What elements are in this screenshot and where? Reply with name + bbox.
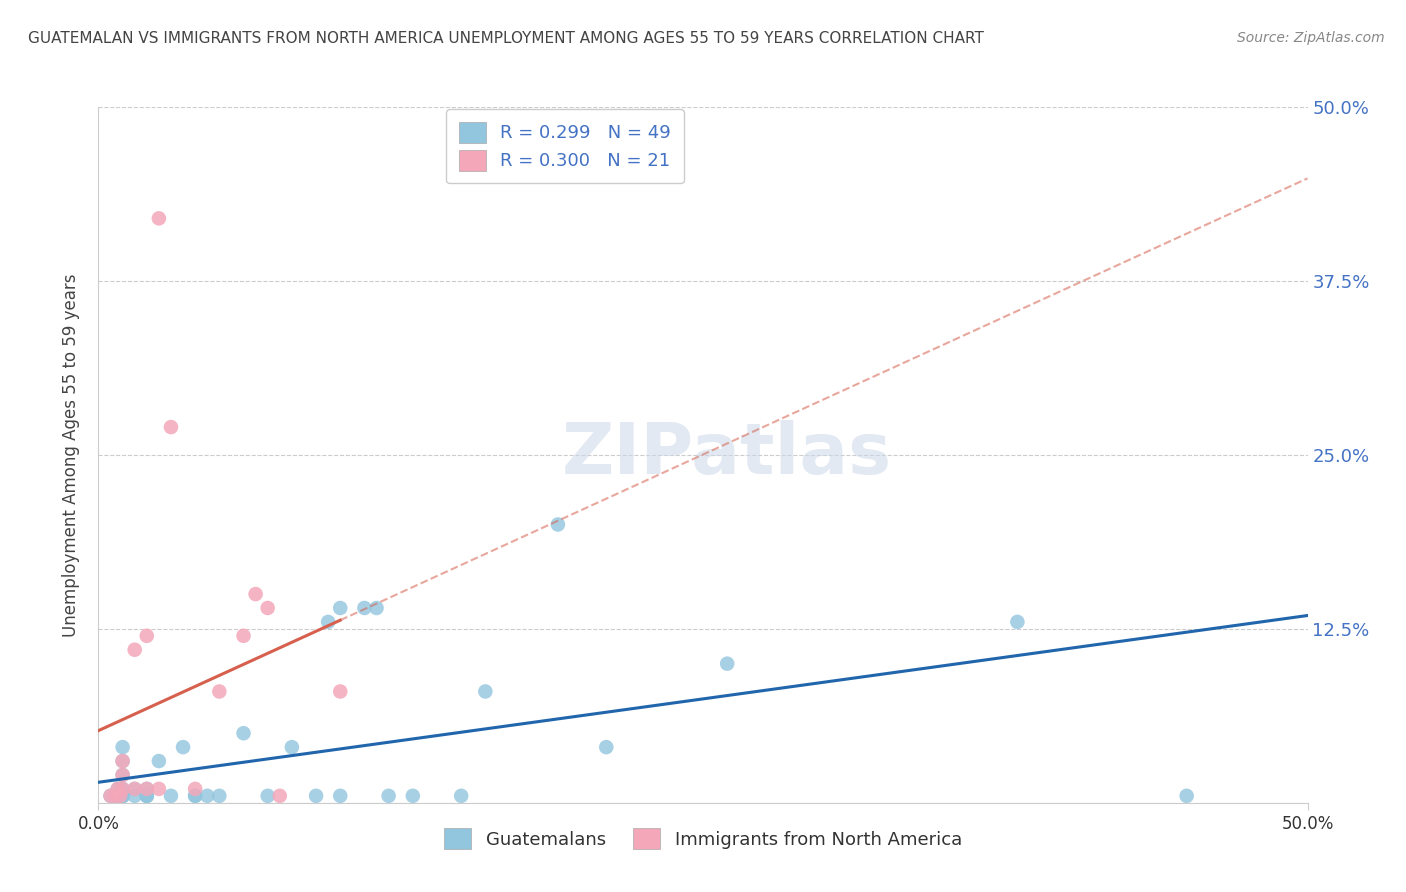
Point bbox=[595, 740, 617, 755]
Point bbox=[305, 789, 328, 803]
Point bbox=[124, 789, 146, 803]
Point bbox=[172, 740, 194, 755]
Point bbox=[111, 740, 134, 755]
Point bbox=[108, 789, 131, 803]
Point bbox=[107, 781, 129, 796]
Point bbox=[111, 789, 134, 803]
Point bbox=[135, 629, 157, 643]
Point bbox=[184, 781, 207, 796]
Point bbox=[104, 789, 127, 803]
Point bbox=[111, 789, 134, 803]
Point bbox=[474, 684, 496, 698]
Point bbox=[329, 684, 352, 698]
Text: Source: ZipAtlas.com: Source: ZipAtlas.com bbox=[1237, 31, 1385, 45]
Point bbox=[104, 789, 127, 803]
Y-axis label: Unemployment Among Ages 55 to 59 years: Unemployment Among Ages 55 to 59 years bbox=[62, 273, 80, 637]
Point bbox=[716, 657, 738, 671]
Point bbox=[256, 601, 278, 615]
Point bbox=[111, 768, 134, 782]
Point bbox=[208, 684, 231, 698]
Point bbox=[135, 789, 157, 803]
Point bbox=[111, 789, 134, 803]
Point bbox=[135, 789, 157, 803]
Point bbox=[184, 789, 207, 803]
Point bbox=[111, 768, 134, 782]
Point bbox=[377, 789, 399, 803]
Point bbox=[547, 517, 569, 532]
Point bbox=[135, 781, 157, 796]
Text: ZIPatlas: ZIPatlas bbox=[562, 420, 893, 490]
Text: GUATEMALAN VS IMMIGRANTS FROM NORTH AMERICA UNEMPLOYMENT AMONG AGES 55 TO 59 YEA: GUATEMALAN VS IMMIGRANTS FROM NORTH AMER… bbox=[28, 31, 984, 46]
Point bbox=[256, 789, 278, 803]
Point bbox=[107, 781, 129, 796]
Point bbox=[108, 789, 131, 803]
Point bbox=[316, 615, 339, 629]
Point bbox=[124, 642, 146, 657]
Point bbox=[111, 789, 134, 803]
Point bbox=[108, 789, 131, 803]
Point bbox=[124, 781, 146, 796]
Point bbox=[111, 781, 134, 796]
Point bbox=[232, 726, 254, 740]
Point bbox=[111, 789, 134, 803]
Point bbox=[184, 789, 207, 803]
Point bbox=[269, 789, 291, 803]
Point bbox=[100, 789, 122, 803]
Point bbox=[111, 781, 134, 796]
Point bbox=[450, 789, 472, 803]
Point bbox=[135, 781, 157, 796]
Point bbox=[107, 789, 129, 803]
Point bbox=[148, 211, 170, 226]
Point bbox=[111, 754, 134, 768]
Point bbox=[329, 789, 352, 803]
Legend: Guatemalans, Immigrants from North America: Guatemalans, Immigrants from North Ameri… bbox=[433, 817, 973, 860]
Point bbox=[329, 601, 352, 615]
Point bbox=[195, 789, 218, 803]
Point bbox=[108, 781, 131, 796]
Point bbox=[1007, 615, 1029, 629]
Point bbox=[135, 789, 157, 803]
Point bbox=[353, 601, 375, 615]
Point bbox=[100, 789, 122, 803]
Point bbox=[402, 789, 425, 803]
Point bbox=[148, 754, 170, 768]
Point bbox=[208, 789, 231, 803]
Point bbox=[111, 789, 134, 803]
Point bbox=[366, 601, 388, 615]
Point bbox=[124, 781, 146, 796]
Point bbox=[111, 754, 134, 768]
Point bbox=[108, 789, 131, 803]
Point bbox=[1175, 789, 1198, 803]
Point bbox=[245, 587, 267, 601]
Point bbox=[281, 740, 304, 755]
Point bbox=[160, 420, 183, 434]
Point bbox=[148, 781, 170, 796]
Point bbox=[160, 789, 183, 803]
Point bbox=[232, 629, 254, 643]
